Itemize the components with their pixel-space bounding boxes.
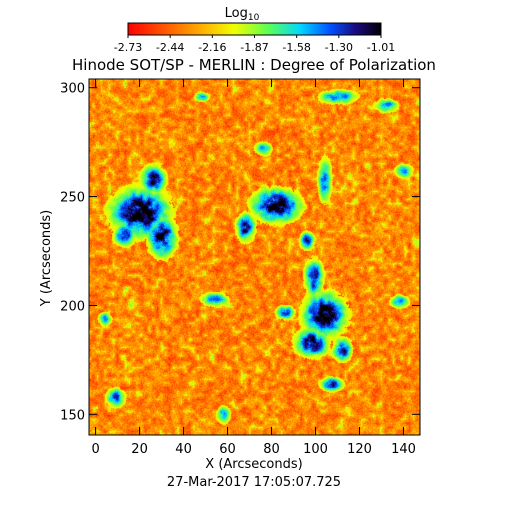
heatmap-image <box>89 79 420 435</box>
y-tick-label: 300 <box>60 82 85 97</box>
y-tick-label: 200 <box>60 299 85 314</box>
colorbar-tick-label: -2.73 <box>114 41 142 54</box>
colorbar-label-subscript: 10 <box>248 13 260 23</box>
plot-frame <box>88 78 421 436</box>
x-tick-label: 0 <box>91 442 99 457</box>
x-axis-label: X (Arcseconds) <box>205 457 302 472</box>
x-tick-label: 80 <box>263 442 280 457</box>
x-tick-label: 60 <box>219 442 236 457</box>
colorbar-ticks: -2.73 -2.44 -2.16 -1.87 -1.58 -1.30 -1.01 <box>114 35 395 54</box>
x-tick-label: 20 <box>131 442 148 457</box>
y-axis-label: Y (Arcseconds) <box>39 210 54 307</box>
colorbar-tick-label: -2.16 <box>198 41 226 54</box>
colorbar-tick-label: -2.44 <box>156 41 184 54</box>
x-tick-label: 40 <box>175 442 192 457</box>
colorbar-tick-label: -1.30 <box>325 41 353 54</box>
x-tick-label: 120 <box>347 442 372 457</box>
y-tick-label: 250 <box>60 191 85 206</box>
colorbar-label: Log10 <box>225 6 260 23</box>
x-axis-ticks: 0 20 40 60 80 100 120 140 <box>91 79 416 457</box>
colorbar-tick-label: -1.58 <box>282 41 310 54</box>
colorbar-tick-label: -1.01 <box>367 41 395 54</box>
y-axis-ticks: 150 200 250 300 <box>60 82 420 423</box>
y-tick-label: 150 <box>60 408 85 423</box>
x-tick-label: 140 <box>391 442 416 457</box>
heatmap-plot-area <box>89 79 420 435</box>
colorbar-tick-label: -1.87 <box>240 41 268 54</box>
colorbar <box>127 22 382 36</box>
timestamp-label: 27-Mar-2017 17:05:07.725 <box>167 475 341 490</box>
x-tick-label: 100 <box>303 442 328 457</box>
chart-title: Hinode SOT/SP - MERLIN : Degree of Polar… <box>72 56 436 74</box>
